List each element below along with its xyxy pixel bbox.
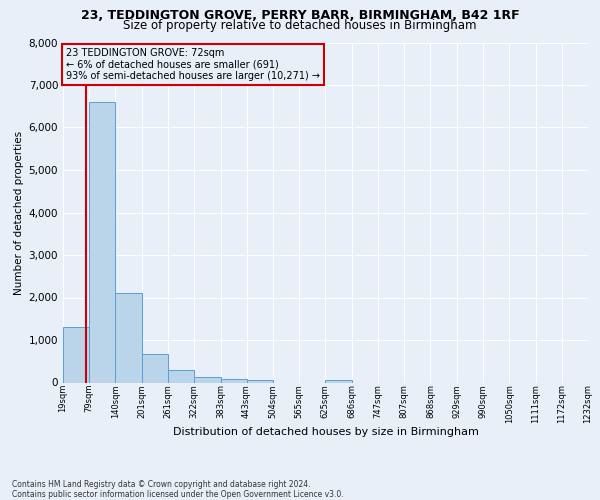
Text: 23, TEDDINGTON GROVE, PERRY BARR, BIRMINGHAM, B42 1RF: 23, TEDDINGTON GROVE, PERRY BARR, BIRMIN…: [80, 9, 520, 22]
Bar: [221, 378, 247, 382]
Y-axis label: Number of detached properties: Number of detached properties: [14, 130, 25, 294]
Text: 23 TEDDINGTON GROVE: 72sqm
← 6% of detached houses are smaller (691)
93% of semi: 23 TEDDINGTON GROVE: 72sqm ← 6% of detac…: [65, 48, 320, 81]
Bar: [168, 370, 194, 382]
Text: Contains HM Land Registry data © Crown copyright and database right 2024.
Contai: Contains HM Land Registry data © Crown c…: [12, 480, 344, 499]
Bar: [115, 293, 142, 382]
Text: Size of property relative to detached houses in Birmingham: Size of property relative to detached ho…: [123, 19, 477, 32]
Bar: [247, 380, 273, 382]
Bar: [142, 354, 168, 382]
X-axis label: Distribution of detached houses by size in Birmingham: Distribution of detached houses by size …: [173, 427, 478, 437]
Bar: [89, 102, 115, 382]
Bar: [63, 327, 89, 382]
Bar: [325, 380, 352, 382]
Bar: [194, 377, 221, 382]
